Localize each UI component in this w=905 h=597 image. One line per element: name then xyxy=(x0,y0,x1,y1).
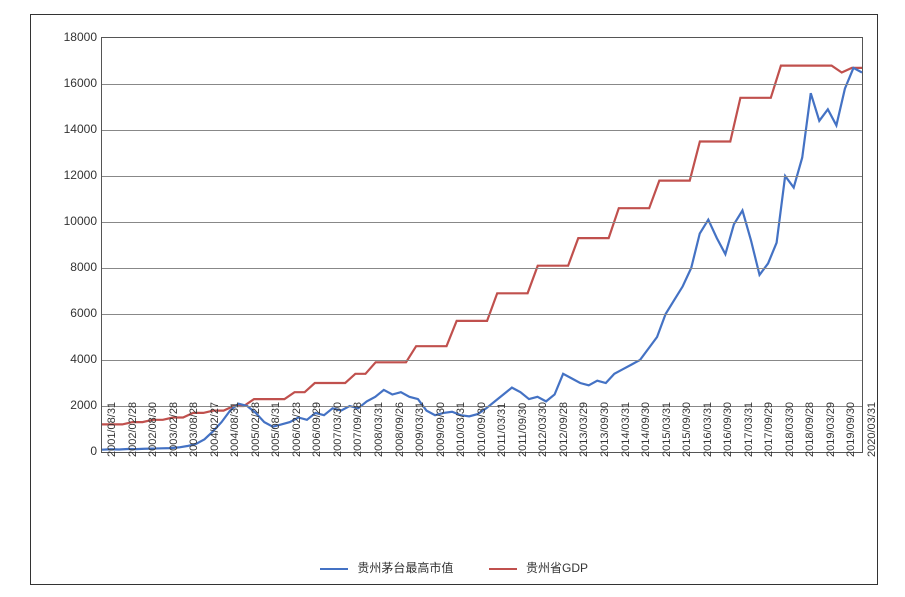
xtick-label: 2013/03/29 xyxy=(578,402,590,457)
xtick-label: 2010/03/31 xyxy=(455,402,467,457)
xtick-label: 2011/09/30 xyxy=(517,403,529,457)
xtick-label: 2006/02/23 xyxy=(291,402,303,457)
ytick-label: 18000 xyxy=(49,30,97,44)
ytick-label: 6000 xyxy=(49,306,97,320)
xtick-label: 2019/03/29 xyxy=(825,402,837,457)
xtick-label: 2013/09/30 xyxy=(599,402,611,457)
xtick-label: 2001/08/31 xyxy=(106,402,118,457)
legend-label-blue: 贵州茅台最高市值 xyxy=(357,561,453,575)
plot-area xyxy=(101,37,863,453)
xtick-label: 2011/03/31 xyxy=(496,403,508,457)
xtick-label: 2018/09/28 xyxy=(804,402,816,457)
xtick-label: 2004/08/31 xyxy=(229,402,241,457)
xtick-label: 2018/03/30 xyxy=(784,402,796,457)
ytick-label: 16000 xyxy=(49,76,97,90)
xtick-label: 2010/09/30 xyxy=(476,402,488,457)
xtick-label: 2015/09/30 xyxy=(681,402,693,457)
ytick-label: 2000 xyxy=(49,398,97,412)
xtick-label: 2007/03/30 xyxy=(332,402,344,457)
ytick-label: 12000 xyxy=(49,168,97,182)
ytick-label: 10000 xyxy=(49,214,97,228)
legend: 贵州茅台最高市值 贵州省GDP xyxy=(31,559,877,576)
xtick-label: 2004/02/27 xyxy=(209,402,221,457)
xtick-label: 2008/09/26 xyxy=(394,402,406,457)
ytick-label: 14000 xyxy=(49,122,97,136)
xtick-label: 2003/02/28 xyxy=(168,402,180,457)
xtick-label: 2005/08/31 xyxy=(270,402,282,457)
xtick-label: 2014/09/30 xyxy=(640,402,652,457)
gridline xyxy=(102,176,862,177)
xtick-label: 2008/03/31 xyxy=(373,402,385,457)
series-red-line xyxy=(102,66,862,425)
xtick-label: 2017/09/29 xyxy=(763,402,775,457)
xtick-label: 2016/03/31 xyxy=(702,402,714,457)
legend-swatch-blue xyxy=(320,568,348,570)
gridline xyxy=(102,222,862,223)
xtick-label: 2012/03/30 xyxy=(537,402,549,457)
ytick-label: 4000 xyxy=(49,352,97,366)
series-blue-line xyxy=(102,68,862,450)
legend-swatch-red xyxy=(489,568,517,570)
xtick-label: 2009/03/31 xyxy=(414,402,426,457)
xtick-label: 2019/09/30 xyxy=(845,402,857,457)
gridline xyxy=(102,360,862,361)
gridline xyxy=(102,314,862,315)
gridline xyxy=(102,268,862,269)
gridline xyxy=(102,130,862,131)
xtick-label: 2009/09/30 xyxy=(435,402,447,457)
xtick-label: 2015/03/31 xyxy=(661,402,673,457)
chart-container: 贵州茅台最高市值 贵州省GDP 0 2000 4000 6000 8000 10000 12… xyxy=(30,14,878,585)
xtick-label: 2012/09/28 xyxy=(558,402,570,457)
ytick-label: 8000 xyxy=(49,260,97,274)
legend-item-red: 贵州省GDP xyxy=(489,559,588,576)
xtick-label: 2003/08/28 xyxy=(188,402,200,457)
legend-label-red: 贵州省GDP xyxy=(526,561,588,575)
xtick-label: 2014/03/31 xyxy=(620,402,632,457)
xtick-label: 2002/02/28 xyxy=(127,402,139,457)
xtick-label: 2005/02/28 xyxy=(250,402,262,457)
xtick-label: 2007/09/28 xyxy=(352,402,364,457)
xtick-label: 2006/09/29 xyxy=(311,402,323,457)
xtick-label: 2017/03/31 xyxy=(743,402,755,457)
series-svg xyxy=(102,38,862,452)
xtick-label: 2002/08/30 xyxy=(147,402,159,457)
gridline xyxy=(102,84,862,85)
xtick-label: 2016/09/30 xyxy=(722,402,734,457)
xtick-label: 2020/03/31 xyxy=(866,402,878,457)
ytick-label: 0 xyxy=(49,444,97,458)
legend-item-blue: 贵州茅台最高市值 xyxy=(320,559,453,576)
